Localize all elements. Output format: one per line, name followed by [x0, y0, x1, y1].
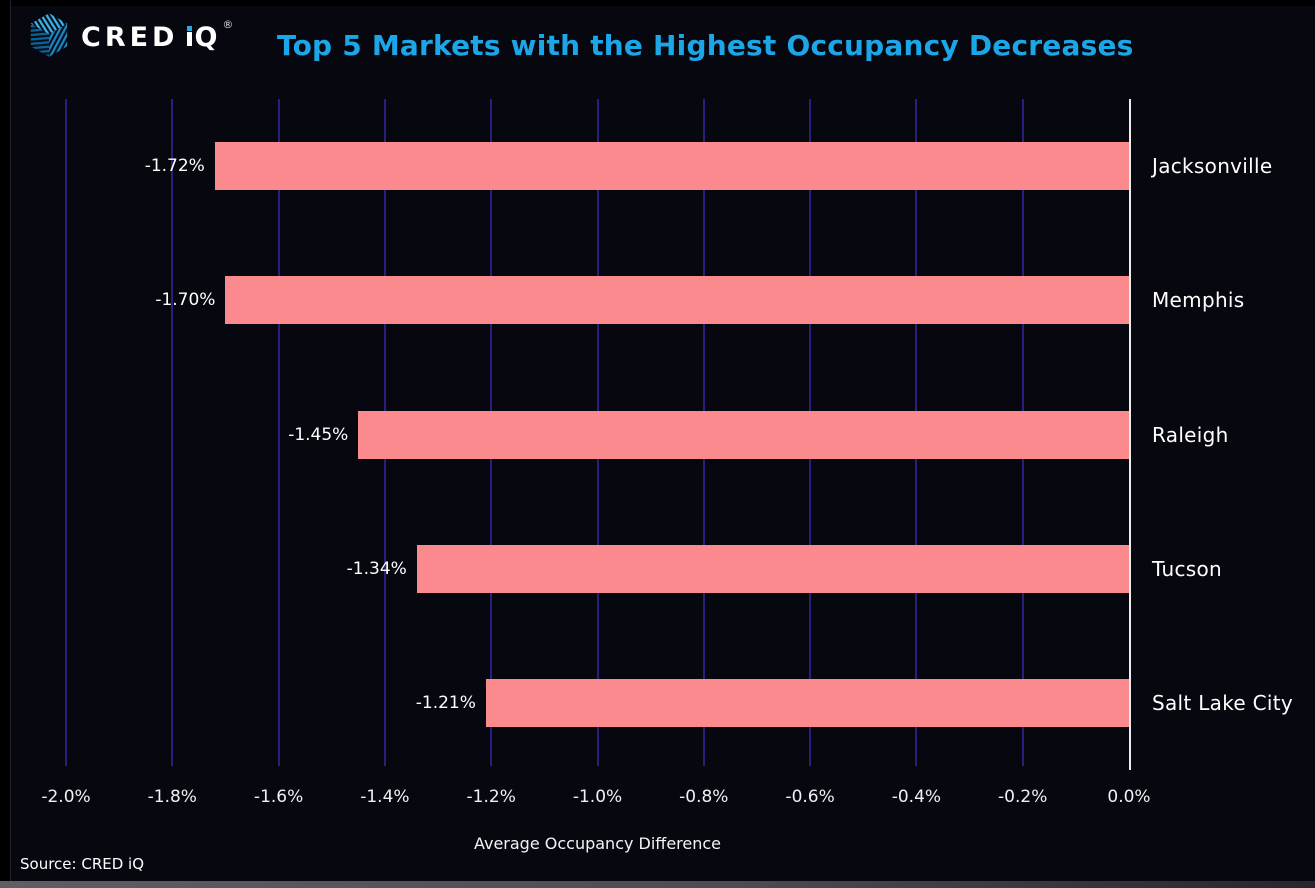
source-note: Source: CRED iQ [20, 855, 145, 873]
frame-left-line [10, 0, 11, 888]
frame-bottom-edge [0, 881, 1315, 888]
wordmark-q: Q [194, 21, 222, 53]
category-label: Memphis [1152, 288, 1245, 313]
category-label: Salt Lake City [1152, 690, 1294, 715]
gridline [65, 99, 67, 766]
x-tick-label: -1.8% [147, 787, 197, 807]
x-tick-label: -2.0% [41, 787, 91, 807]
wordmark-cred: CRED [81, 21, 179, 53]
x-tick-label: -1.2% [466, 787, 516, 807]
gridline [171, 99, 174, 766]
category-label: Raleigh [1152, 422, 1229, 447]
chart-title: Top 5 Markets with the Highest Occupancy… [277, 29, 1134, 62]
bar-value-label: -1.34% [346, 558, 407, 579]
x-tick-label: -0.2% [998, 787, 1048, 807]
cred-iq-wordmark: CRED iQ® [81, 18, 233, 53]
x-tick-label: -0.8% [679, 787, 729, 807]
x-axis-ticks: -2.0% -1.8% -1.6% -1.4% -1.2% -1.0% -0.8% -0.6%… [41, 787, 1150, 808]
bar-value-label: -1.21% [415, 692, 476, 713]
cred-iq-logo: CRED iQ® [28, 12, 233, 58]
category-label: Tucson [1152, 556, 1222, 581]
bar-raleigh [358, 410, 1129, 459]
plot-area: -1.72% Jacksonville -1.70% Memphis -1.45% Ral… [65, 99, 1293, 770]
bar-value-label: -1.70% [155, 290, 216, 311]
x-tick-label: 0.0% [1107, 787, 1151, 807]
x-tick-label: -1.0% [572, 787, 623, 807]
cred-iq-hexagon-icon [30, 13, 68, 57]
registered-mark: ® [222, 17, 234, 31]
x-tick-label: -1.4% [360, 787, 410, 807]
bar-value-label: -1.45% [288, 424, 349, 445]
x-tick-label: -0.6% [785, 787, 835, 807]
frame-left-edge [0, 0, 10, 888]
bar-tucson [416, 544, 1129, 593]
x-axis-label: Average Occupancy Difference [473, 834, 722, 853]
bar-memphis [225, 276, 1129, 325]
frame-top-edge [0, 0, 1315, 6]
bar-jacksonville [214, 142, 1129, 191]
gridline [277, 99, 280, 766]
bar-value-label: -1.72% [144, 156, 205, 177]
x-tick-label: -0.4% [891, 787, 942, 807]
bar-salt-lake-city [485, 678, 1129, 727]
category-label: Jacksonville [1152, 154, 1273, 179]
x-tick-label: -1.6% [253, 787, 304, 807]
wordmark-i: i [185, 25, 194, 46]
